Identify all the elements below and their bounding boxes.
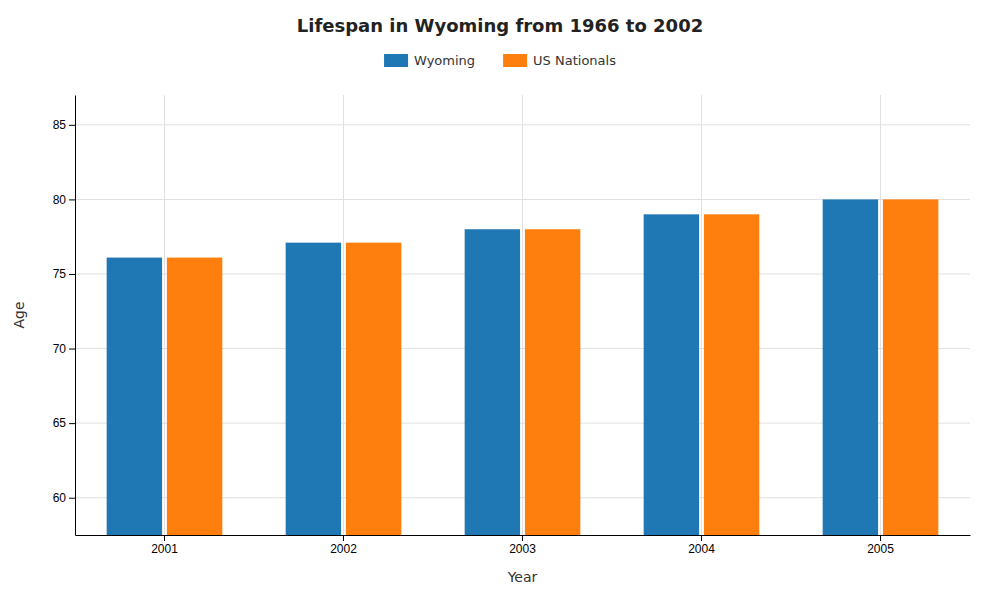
tick-label: 65	[53, 416, 67, 430]
legend-item: Wyoming	[384, 53, 475, 68]
tick-label: 75	[53, 267, 67, 281]
tick-mark	[69, 199, 75, 200]
bars	[107, 199, 939, 535]
tick-label: 70	[53, 342, 67, 356]
bar	[644, 214, 699, 535]
bar	[167, 258, 222, 535]
legend-item: US Nationals	[503, 53, 616, 68]
y-axis-title: Age	[11, 301, 27, 328]
bar	[823, 199, 878, 535]
tick: 60	[53, 491, 75, 505]
tick-label: 2001	[151, 542, 178, 556]
tick-label: 60	[53, 491, 67, 505]
bar	[107, 258, 162, 535]
legend-swatch	[384, 54, 408, 67]
tick: 70	[53, 342, 75, 356]
x-axis: 2001 2002 2003 2004 2005	[76, 535, 971, 556]
tick: 65	[53, 416, 75, 430]
tick-mark	[69, 498, 75, 499]
tick: 85	[53, 118, 75, 132]
axis-domain	[75, 96, 76, 536]
grid-line-x	[522, 95, 523, 535]
tick: 75	[53, 267, 75, 281]
tick-label: 2005	[867, 542, 894, 556]
legend-swatch	[503, 54, 527, 67]
legend-label: Wyoming	[414, 53, 475, 68]
tick: 2001	[151, 535, 178, 556]
grid-line-x	[880, 95, 881, 535]
bar	[346, 243, 401, 535]
grid-line-x	[343, 95, 344, 535]
plot: 2001 2002 2003 2004 2005 60 65 70 75 80 85	[53, 95, 971, 600]
tick-label: 2003	[509, 542, 536, 556]
y-axis: 60 65 70 75 80 85	[53, 96, 76, 536]
tick: 2004	[688, 535, 715, 556]
x-axis-title: Year	[507, 569, 538, 585]
tick-mark	[522, 535, 523, 541]
tick-mark	[69, 274, 75, 275]
tick-label: 2004	[688, 542, 715, 556]
chart: 2001 2002 2003 2004 2005 60 65 70 75 80 85 Year Age L…	[0, 0, 1000, 600]
bar	[286, 243, 341, 535]
series	[167, 199, 938, 535]
tick: 80	[53, 193, 75, 207]
bar	[465, 229, 520, 535]
tick-mark	[69, 423, 75, 424]
legend-label: US Nationals	[533, 53, 616, 68]
tick: 2005	[867, 535, 894, 556]
tick-label: 2002	[330, 542, 357, 556]
title: Lifespan in Wyoming from 1966 to 2002	[297, 15, 703, 36]
tick: 2003	[509, 535, 536, 556]
tick-mark	[880, 535, 881, 541]
tick-label: 80	[53, 193, 67, 207]
tick-mark	[701, 535, 702, 541]
bar	[704, 214, 759, 535]
bar	[525, 229, 580, 535]
tick-mark	[69, 125, 75, 126]
grid-line-x	[164, 95, 165, 535]
legend: Wyoming US Nationals	[384, 53, 616, 68]
tick: 2002	[330, 535, 357, 556]
bar	[883, 199, 938, 535]
tick-mark	[343, 535, 344, 541]
tick-mark	[69, 349, 75, 350]
grid-line-x	[701, 95, 702, 535]
tick-mark	[164, 535, 165, 541]
series	[107, 199, 878, 535]
tick-label: 85	[53, 118, 67, 132]
